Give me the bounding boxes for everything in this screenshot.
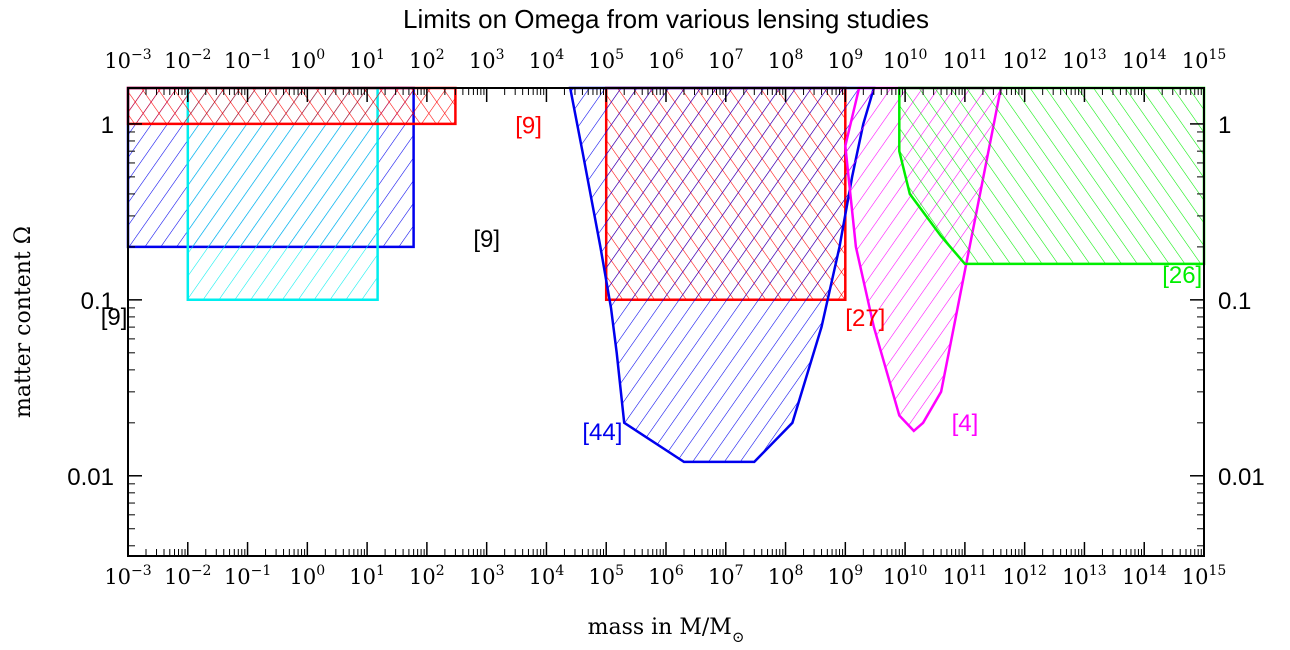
region-2-hatch	[128, 88, 456, 124]
region-label-6: [26]	[1162, 262, 1202, 289]
x-tick-label-bottom: 10−1	[224, 563, 271, 589]
labels-layer: [9] [9] [9] [27] [44] [4] [26]	[101, 113, 1203, 446]
x-tick-label-bottom: 106	[648, 563, 684, 589]
x-tick-label-top: 101	[349, 47, 385, 73]
x-tick-label-top: 102	[409, 47, 445, 73]
x-tick-label-top: 1014	[1122, 47, 1167, 73]
y-tick-label-left: 1	[101, 112, 114, 139]
x-tick-label-bottom: 1011	[943, 563, 988, 589]
x-tick-label-top: 10−3	[104, 47, 151, 73]
x-tick-label-bottom: 1010	[883, 563, 928, 589]
x-tick-label-top: 106	[648, 47, 684, 73]
x-tick-label-top: 105	[588, 47, 624, 73]
y-tick-label-left: 0.1	[81, 288, 114, 315]
region-label-5: [4]	[952, 410, 979, 437]
x-tick-label-bottom: 1015	[1182, 563, 1227, 589]
x-axis-label-main: mass in M/M	[588, 615, 732, 640]
x-tick-label-top: 1012	[1002, 47, 1047, 73]
x-tick-label-top: 1011	[943, 47, 988, 73]
x-tick-label-bottom: 103	[469, 563, 505, 589]
x-axis-label: mass in M/M⊙	[588, 615, 745, 645]
region-label-0: [9]	[473, 226, 500, 253]
x-tick-label-bottom: 1012	[1002, 563, 1047, 589]
region-label-4: [44]	[582, 419, 622, 446]
region-label-3: [27]	[845, 305, 885, 332]
x-axis-label-sub: ⊙	[732, 628, 745, 645]
x-tick-label-top: 10−2	[164, 47, 211, 73]
x-tick-label-top: 100	[290, 47, 326, 73]
x-tick-label-bottom: 1014	[1122, 563, 1167, 589]
x-tick-label-top: 1010	[883, 47, 928, 73]
x-tick-label-bottom: 10−2	[164, 563, 211, 589]
region-6	[898, 86, 1206, 266]
chart-title: Limits on Omega from various lensing stu…	[403, 4, 929, 34]
x-tick-label-bottom: 102	[409, 563, 445, 589]
y-tick-label-right: 0.1	[1218, 288, 1251, 315]
x-tick-label-top: 108	[768, 47, 804, 73]
ticks-layer: 10−3 10−3 10−2 10−2 10−1 10−1 100 100 101 101 102 1…	[67, 47, 1264, 589]
region-4	[568, 86, 876, 464]
x-tick-label-top: 109	[828, 47, 864, 73]
y-tick-label-right: 1	[1218, 112, 1231, 139]
x-tick-label-bottom: 1013	[1062, 563, 1107, 589]
regions-layer	[126, 86, 1206, 464]
y-tick-label-left: 0.01	[67, 464, 114, 491]
x-tick-label-top: 103	[469, 47, 505, 73]
y-axis-label: matter content Ω	[11, 226, 36, 418]
region-label-2: [9]	[515, 113, 542, 140]
x-tick-label-bottom: 104	[529, 563, 565, 589]
x-tick-label-top: 107	[708, 47, 744, 73]
x-tick-label-top: 10−1	[224, 47, 271, 73]
y-tick-label-right: 0.01	[1218, 464, 1265, 491]
region-4-hatch	[570, 88, 874, 462]
x-tick-label-bottom: 109	[828, 563, 864, 589]
x-tick-label-bottom: 100	[290, 563, 326, 589]
x-tick-label-bottom: 108	[768, 563, 804, 589]
region-1-hatch	[187, 88, 378, 300]
x-tick-label-bottom: 10−3	[104, 563, 151, 589]
x-tick-label-bottom: 107	[708, 563, 744, 589]
region-label-1: [9]	[101, 304, 128, 331]
region-2	[126, 86, 457, 126]
x-tick-label-top: 1015	[1182, 47, 1227, 73]
region-6-hatch	[899, 88, 1204, 264]
x-tick-label-top: 104	[529, 47, 565, 73]
x-tick-label-bottom: 101	[349, 563, 385, 589]
x-tick-label-top: 1013	[1062, 47, 1107, 73]
x-tick-label-bottom: 105	[588, 563, 624, 589]
